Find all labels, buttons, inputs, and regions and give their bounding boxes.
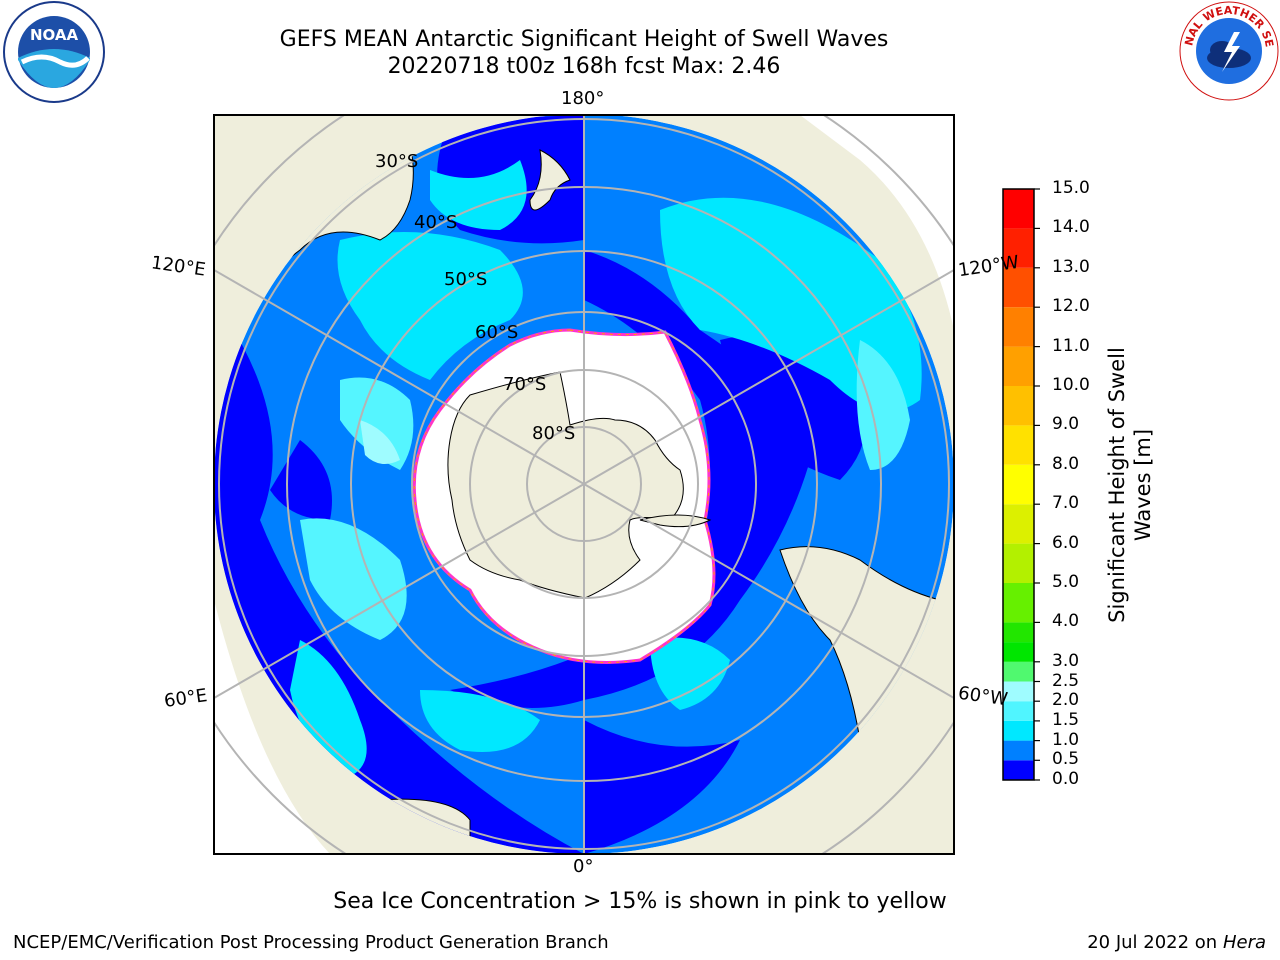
colorbar-tick-label: 0.5 [1052,749,1080,770]
colorbar-tick-label: 2.5 [1052,670,1080,691]
swell-high-pacific [660,197,922,412]
colorbar-segment [1003,720,1034,741]
colorbar-segment [1003,504,1034,544]
graticule [214,115,954,854]
colorbar [1002,188,1040,781]
footer-host: Hera [1222,932,1266,953]
colorbar-tick-label: 1.5 [1052,709,1080,730]
nws-logo: NATIONAL WEATHER SERVICE [1178,0,1279,101]
colorbar-tick-label: 14.0 [1052,217,1090,238]
colorbar-segment [1003,386,1034,426]
colorbar-segment [1003,583,1034,623]
colorbar-tick-label: 9.0 [1052,414,1080,435]
colorbar-segment [1003,760,1034,780]
chart-title: GEFS MEAN Antarctic Significant Height o… [279,27,889,52]
colorbar-tick-label: 1.0 [1052,729,1080,750]
colorbar-tick-label: 13.0 [1052,256,1090,277]
colorbar-tick-label: 2.0 [1052,690,1080,711]
colorbar-tick-label: 7.0 [1052,493,1080,514]
colorbar-tick-label: 4.0 [1052,611,1080,632]
svg-text:NOAA: NOAA [30,26,79,44]
colorbar-segment [1003,642,1034,662]
noaa-logo: NOAA [3,1,105,103]
lat-label-30s: 30°S [375,151,419,172]
colorbar-tick-label: 5.0 [1052,572,1080,592]
antarctica [447,371,684,599]
lon-label-180: 180° [561,88,605,109]
lat-label-40s: 40°S [414,212,458,233]
colorbar-segment [1003,740,1034,761]
colorbar-segment [1003,701,1034,721]
colorbar-tick-label: 10.0 [1052,375,1090,395]
colorbar-tick-label: 8.0 [1052,453,1080,474]
colorbar-tick-label: 6.0 [1052,532,1080,553]
footer-date: 20 Jul 2022 on Hera [1087,932,1266,953]
colorbar-border [1002,188,1035,781]
colorbar-tick-label: 12.0 [1052,296,1090,317]
colorbar-tick-label: 15.0 [1052,178,1090,198]
colorbar-label: Significant Height of Swell Waves [m] [1105,347,1155,623]
colorbar-segment [1003,661,1034,682]
lon-label-0: 0° [573,856,594,877]
colorbar-tick-label: 11.0 [1052,335,1090,356]
colorbar-segment [1003,464,1034,505]
lat-label-50s: 50°S [444,269,488,290]
chart-subtitle: 20220718 t00z 168h fcst Max: 2.46 [387,54,781,79]
colorbar-segment [1003,189,1034,229]
sea-ice-caption: Sea Ice Concentration > 15% is shown in … [333,889,947,914]
colorbar-segment [1003,267,1034,308]
colorbar-tick-label: 3.0 [1052,650,1080,671]
colorbar-segment [1003,425,1034,465]
colorbar-tick-label: 0.0 [1052,769,1080,789]
colorbar-segment [1003,622,1034,643]
lat-label-60s: 60°S [475,322,519,343]
lat-label-70s: 70°S [503,374,547,395]
colorbar-segment [1003,543,1034,583]
footer-date-text: 20 Jul 2022 on [1087,932,1223,953]
colorbar-segment [1003,228,1034,268]
new-zealand [529,149,571,211]
colorbar-segment [1003,681,1034,702]
lat-label-80s: 80°S [532,423,576,444]
map-frame [213,114,955,855]
footer-credit: NCEP/EMC/Verification Post Processing Pr… [13,932,609,953]
colorbar-segment [1003,307,1034,347]
colorbar-segment [1003,346,1034,386]
